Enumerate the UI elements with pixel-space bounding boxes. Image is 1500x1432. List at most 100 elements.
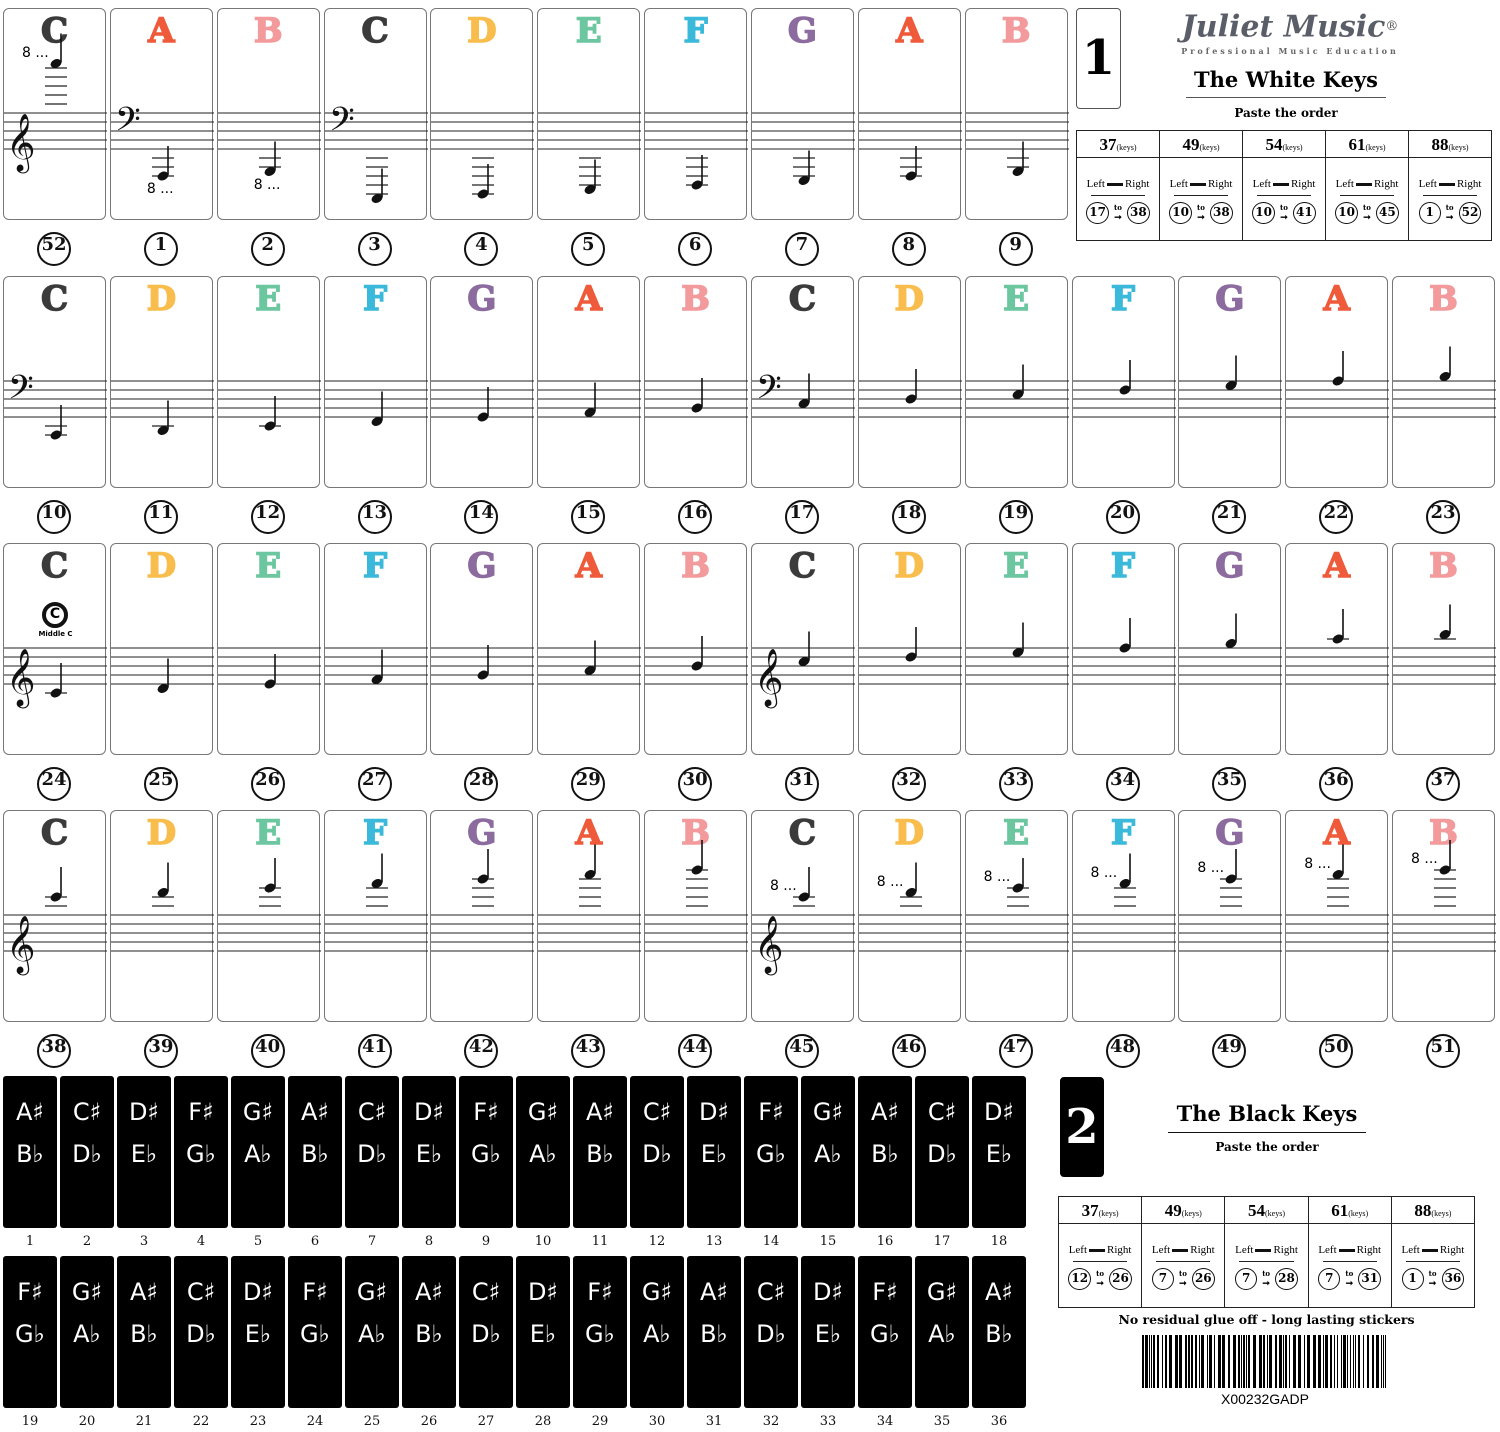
staff: [431, 849, 535, 952]
barcode-bar: [1350, 1335, 1351, 1388]
to-label: to: [1280, 203, 1288, 212]
black-key-number: 5: [253, 1234, 263, 1249]
staff: [110, 647, 214, 693]
note-head: [691, 661, 703, 671]
black-key-number: 21: [135, 1414, 153, 1429]
key-number-badge: 29: [571, 767, 606, 801]
order-column: 88(keys) Left Right 1 to ➞ 52: [1409, 131, 1491, 240]
note-letter: G: [787, 10, 818, 52]
white-key-card: B: [964, 8, 1069, 220]
note-head: [1332, 376, 1344, 386]
staff: [965, 112, 1069, 176]
black-key-number: 20: [78, 1414, 96, 1429]
barcode-bar: [1142, 1335, 1144, 1388]
black-key-number: 13: [705, 1234, 723, 1249]
divider: [1090, 195, 1146, 196]
staff: 𝄢: [4, 369, 107, 440]
order-column: 54(keys) Left Right 10 to ➞ 41: [1243, 131, 1326, 240]
white-key-card: D: [109, 543, 214, 755]
left-label: Left: [1335, 178, 1354, 190]
sharp-name: F♯: [587, 1278, 613, 1306]
barcode-bar: [1285, 1335, 1287, 1388]
left-label: Left: [1086, 178, 1105, 190]
black-key-number: 25: [363, 1414, 381, 1429]
sharp-name: A♯: [585, 1098, 615, 1126]
note-letter: G: [467, 812, 498, 854]
range-end: 52: [1458, 202, 1482, 224]
note-letter: B: [1428, 812, 1458, 854]
order-column: 37(keys) Left Right 12 to ➞ 26: [1059, 1197, 1143, 1307]
barcode-bar: [1195, 1335, 1197, 1388]
range-end: 36: [1441, 1268, 1465, 1290]
white-key-card: F: [1071, 543, 1176, 755]
black-key-number: 27: [477, 1414, 495, 1429]
treble-clef-icon: 𝄞: [754, 648, 784, 709]
staff: [1072, 360, 1176, 418]
black-key-number: 36: [990, 1414, 1008, 1429]
barcode-bar: [1307, 1335, 1310, 1388]
range-arrow: to ➞: [1441, 204, 1459, 224]
black-key-number: 16: [876, 1234, 894, 1249]
barcode-bar: [1248, 1335, 1250, 1388]
note-head: [264, 421, 276, 431]
barcode-bar: [1283, 1335, 1284, 1388]
to-label: to: [1179, 1269, 1187, 1278]
sharp-name: C♯: [72, 1098, 102, 1126]
staff: 𝄞: [751, 631, 855, 709]
barcode-bar: [1341, 1335, 1342, 1388]
black-key-sticker: C♯ D♭: [630, 1076, 684, 1228]
left-label: Left: [1151, 1244, 1171, 1256]
divider: [1339, 195, 1395, 196]
note-letter: D: [146, 278, 177, 320]
staff: [538, 380, 642, 418]
note-head: [50, 688, 62, 698]
key-number-badge: 32: [891, 767, 926, 801]
staff: [645, 636, 749, 685]
key-count-value: 49: [1182, 135, 1200, 154]
order-column: 37(keys) Left Right 17 to ➞ 38: [1077, 131, 1160, 240]
divider: [1239, 1261, 1294, 1262]
note-letter: E: [1002, 545, 1030, 587]
range-start: 7: [1151, 1268, 1174, 1290]
flat-name: D♭: [186, 1320, 216, 1348]
white-key-card: A: [537, 543, 642, 755]
key-number-badge: 25: [143, 767, 178, 801]
note-letter: C: [40, 10, 69, 52]
note-head: [157, 888, 169, 897]
note-head: [1119, 879, 1130, 888]
barcode-bar: [1325, 1335, 1328, 1388]
barcode-bar: [1222, 1335, 1225, 1388]
right-label: Right: [1190, 1244, 1215, 1256]
staff: [110, 380, 214, 435]
note-letter: A: [575, 278, 603, 320]
black-key-number: 24: [306, 1414, 324, 1429]
flat-name: B♭: [16, 1140, 44, 1168]
black-key-number: 18: [990, 1234, 1008, 1249]
key-number-badge: 9: [998, 232, 1033, 266]
black-key-number: 6: [310, 1234, 320, 1249]
key-number-badge: 39: [143, 1034, 178, 1068]
white-key-card: A: [1285, 543, 1390, 755]
note-letter: C: [361, 10, 390, 52]
direction-label: Left Right: [1142, 1244, 1224, 1256]
note-letter: F: [362, 278, 388, 320]
key-count-value: 49: [1164, 1201, 1182, 1220]
note-head: [798, 399, 810, 408]
arrow-right-icon: [1172, 1248, 1189, 1252]
ottava-mark: 8 ...: [1304, 855, 1331, 872]
arrow-right-icon: ➞: [1096, 1279, 1104, 1289]
key-count-unit: (keys): [1448, 143, 1469, 152]
to-label: to: [1363, 203, 1371, 212]
direction-label: Left Right: [1160, 178, 1242, 190]
barcode-bar: [1165, 1335, 1167, 1388]
staff: 𝄞: [4, 33, 107, 174]
key-number-badge: 28: [464, 767, 499, 801]
white-key-card: E: [537, 8, 642, 220]
key-count-unit: (keys): [1116, 143, 1137, 152]
note-head: [371, 675, 382, 684]
black-key-number: 7: [367, 1234, 377, 1249]
black-key-sticker: C♯ D♭: [345, 1076, 399, 1228]
bass-clef-icon: 𝄢: [756, 369, 782, 415]
key-range: 7 to ➞ 28: [1225, 1268, 1307, 1290]
